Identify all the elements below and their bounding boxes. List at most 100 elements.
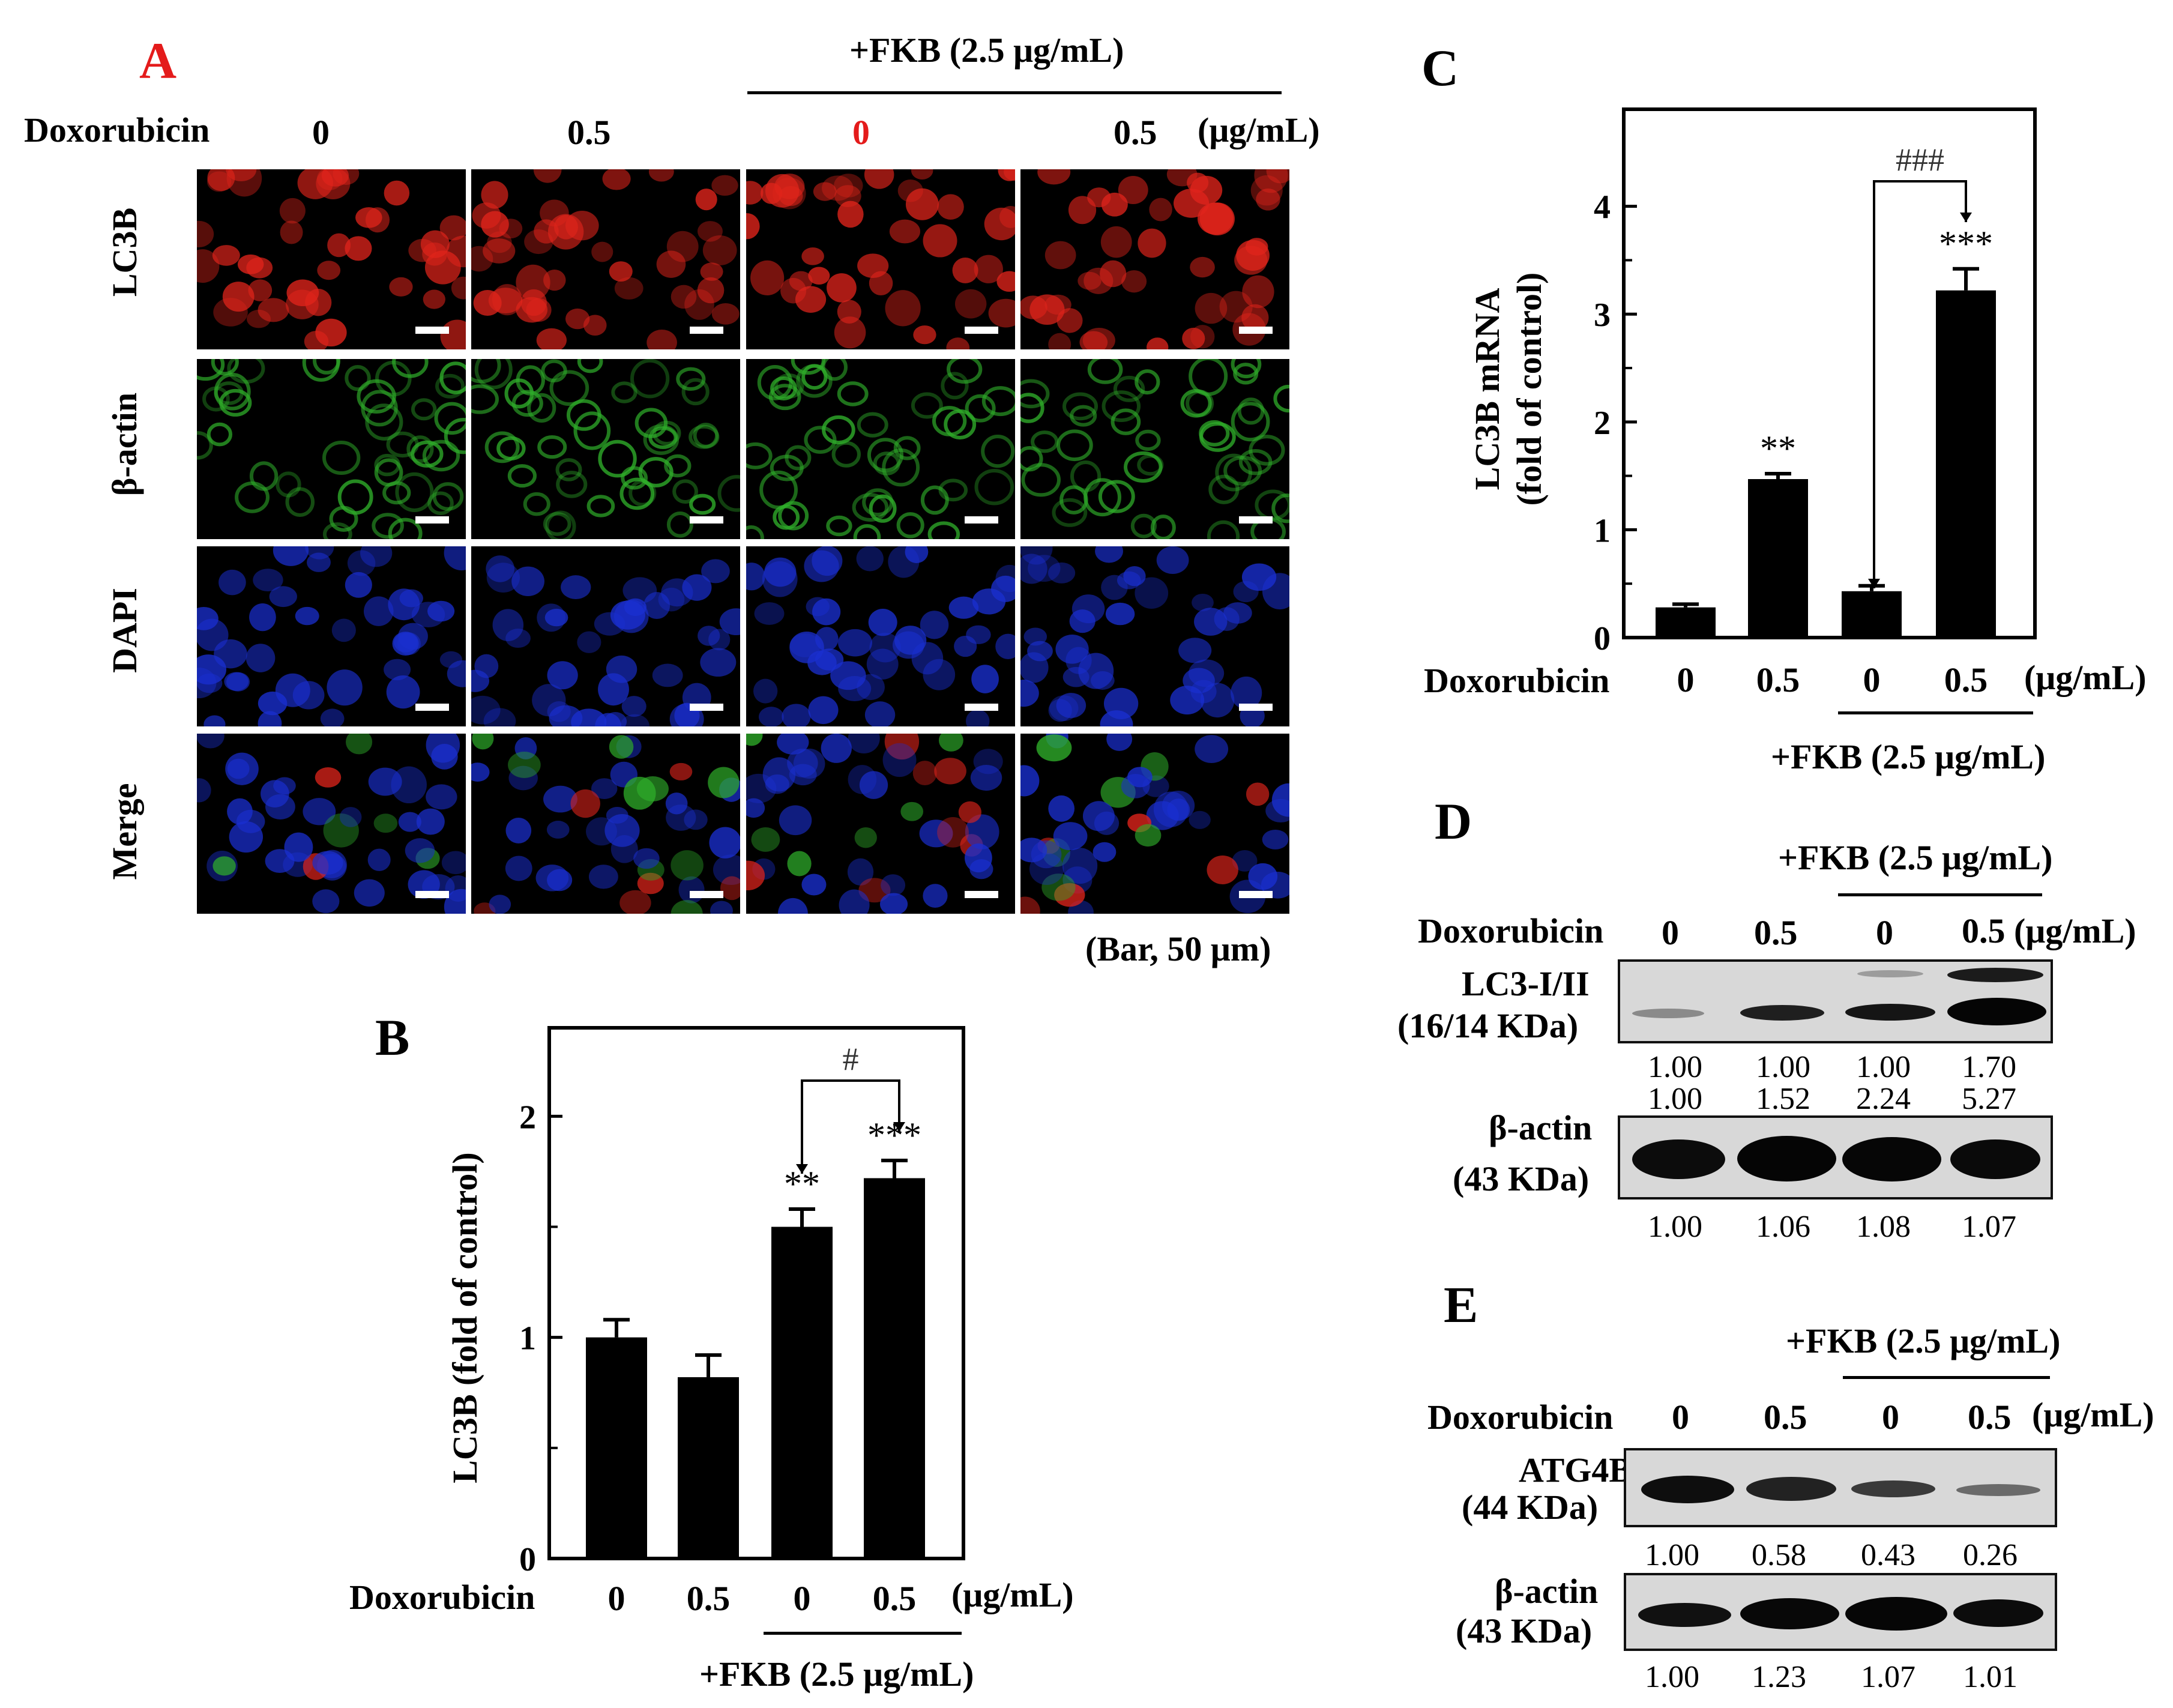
panel-d-dose-2: 0.5	[1754, 913, 1798, 952]
cell-mark	[751, 827, 780, 852]
panel-a-dose-4: 0.5	[1114, 113, 1157, 152]
cell-mark	[1246, 782, 1270, 806]
cell-mark	[720, 876, 740, 901]
cell-mark	[1111, 408, 1141, 435]
cell-mark	[869, 494, 897, 523]
cell-mark	[1071, 594, 1105, 624]
cell-mark	[258, 298, 289, 322]
cell-mark	[451, 276, 466, 300]
cell-mark	[779, 805, 812, 836]
cell-mark	[970, 765, 1002, 791]
cell-mark	[689, 424, 720, 449]
cell-mark	[472, 734, 494, 750]
cell-mark	[345, 236, 372, 261]
cell-mark	[224, 672, 249, 691]
microscopy-tile	[1020, 734, 1289, 914]
cell-mark	[1135, 824, 1162, 847]
blot-band	[1956, 1484, 2040, 1496]
cell-mark	[946, 337, 970, 349]
cell-mark	[762, 561, 798, 597]
cell-mark	[1138, 228, 1166, 258]
cell-mark	[954, 289, 987, 319]
scale-bar	[415, 516, 449, 524]
cell-mark	[439, 215, 466, 241]
cell-mark	[609, 735, 634, 759]
significance-mark: ***	[1939, 224, 1993, 264]
cell-mark	[689, 493, 716, 515]
cell-mark	[1020, 295, 1047, 319]
cell-mark	[322, 441, 361, 475]
cell-mark	[602, 169, 631, 190]
cell-mark	[1020, 896, 1040, 914]
cell-mark	[372, 513, 404, 539]
cell-mark	[941, 372, 969, 400]
cell-mark	[545, 510, 576, 539]
cell-mark	[885, 290, 921, 327]
cell-mark	[630, 359, 670, 399]
cell-mark	[492, 284, 523, 316]
cell-mark	[547, 661, 578, 690]
cell-mark	[717, 475, 740, 512]
cell-mark	[1207, 520, 1240, 539]
cell-mark	[426, 784, 457, 810]
cell-mark	[604, 712, 627, 726]
cell-mark	[1200, 683, 1235, 718]
cell-mark	[746, 734, 763, 746]
cell-mark	[1056, 429, 1093, 462]
cell-mark	[237, 254, 264, 274]
cell-mark	[826, 515, 852, 537]
cell-mark	[697, 277, 725, 304]
panel-c-fkb-label: +FKB (2.5 μg/mL)	[1771, 737, 2046, 776]
scale-bar	[415, 891, 449, 898]
cell-mark	[619, 477, 655, 510]
cell-mark	[768, 384, 801, 411]
cell-mark	[848, 734, 880, 754]
cell-mark	[701, 559, 730, 584]
panel-a-dose-3: 0	[852, 113, 870, 152]
cell-mark	[804, 426, 837, 454]
cell-mark	[693, 423, 719, 448]
microscopy-tile	[471, 359, 740, 539]
cell-mark	[671, 850, 704, 881]
panel-d-actin-c2: 1.06	[1756, 1210, 1810, 1244]
cell-mark	[561, 575, 591, 600]
cell-mark	[533, 169, 562, 183]
cell-mark	[822, 415, 855, 445]
cell-mark	[856, 546, 884, 572]
cell-mark	[384, 180, 410, 206]
x-tick-label: 0.5	[1756, 660, 1800, 699]
cell-mark	[225, 752, 259, 785]
panel-d-r2-c1: 1.00	[1648, 1082, 1702, 1116]
cell-mark	[919, 819, 953, 848]
cell-mark	[827, 273, 857, 303]
bar	[678, 1377, 739, 1559]
cell-mark	[711, 175, 738, 196]
cell-mark	[905, 188, 939, 220]
blot-band	[1947, 968, 2043, 982]
cell-mark	[1077, 271, 1102, 290]
cell-mark	[676, 367, 706, 391]
cell-mark	[474, 359, 513, 390]
cell-mark	[1127, 767, 1153, 788]
cell-mark	[508, 765, 538, 791]
cell-mark	[273, 777, 296, 795]
cell-mark	[1266, 169, 1289, 184]
x-tick-label: 0.5	[1944, 660, 1988, 699]
x-tick-label: 0.5	[687, 1579, 731, 1618]
y-tick-label: 2	[1594, 405, 1611, 442]
cell-mark	[837, 201, 864, 228]
cell-mark	[481, 181, 508, 209]
cell-mark	[864, 701, 896, 726]
panel-d-r2-c4: 5.27	[1962, 1082, 2016, 1116]
scale-bar	[690, 891, 723, 898]
cell-mark	[867, 438, 904, 472]
microscopy-tile	[197, 734, 466, 914]
panel-a-dox-label: Doxorubicin	[24, 110, 210, 149]
cell-mark	[1095, 546, 1123, 563]
cell-mark	[996, 271, 1015, 292]
cell-mark	[488, 288, 523, 313]
bar	[1936, 290, 1996, 638]
cell-mark	[483, 708, 516, 726]
cell-mark	[606, 655, 637, 683]
